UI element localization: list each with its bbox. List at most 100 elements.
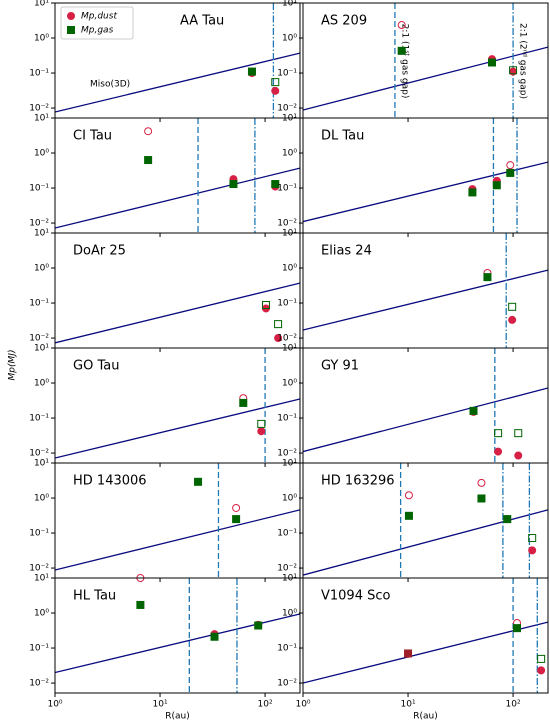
- square-marker: [404, 649, 413, 658]
- x-tick-label: 10¹: [153, 700, 168, 710]
- circle-marker: [257, 427, 266, 436]
- y-tick-label: 10¹: [34, 344, 49, 354]
- x-tick-label: 10⁰: [295, 700, 310, 710]
- square-marker: [67, 26, 75, 34]
- y-tick-label: 10¹: [34, 114, 49, 124]
- iso-line: [303, 509, 548, 576]
- square-marker: [513, 624, 522, 633]
- y-tick-label: 10⁰: [34, 34, 49, 44]
- x-tick-label: 10²: [258, 700, 273, 710]
- y-tick-label: 10⁻²: [29, 679, 49, 689]
- y-tick-label: 10¹: [34, 229, 49, 239]
- x-axis-label: R(au): [413, 712, 438, 722]
- plot-area: [303, 348, 548, 463]
- y-tick-label: 10⁻¹: [29, 414, 49, 424]
- panel-title: CI Tau: [73, 129, 112, 144]
- x-tick-label: 10⁰: [47, 700, 62, 710]
- panel-title: DL Tau: [321, 129, 364, 144]
- y-tick-label: 10⁻¹: [29, 299, 49, 309]
- plot-area: [55, 463, 300, 578]
- square-marker: [469, 406, 478, 415]
- y-tick-label: 10⁻²: [29, 219, 49, 229]
- y-tick-label: 10¹: [282, 114, 297, 124]
- square-marker: [494, 429, 503, 438]
- square-marker: [136, 600, 145, 609]
- y-tick-label: 10⁻¹: [277, 644, 297, 654]
- plot-area: [55, 118, 300, 233]
- y-tick-label: 10⁰: [34, 494, 49, 504]
- square-marker: [232, 515, 241, 524]
- panel-frame: [54, 577, 301, 694]
- square-marker: [261, 300, 270, 309]
- square-marker: [274, 320, 283, 329]
- y-tick-label: 10¹: [282, 229, 297, 239]
- square-marker: [210, 632, 219, 641]
- y-tick-label: 10⁻¹: [277, 299, 297, 309]
- y-tick-label: 10⁰: [282, 34, 297, 44]
- square-marker: [247, 67, 256, 76]
- square-marker: [468, 188, 477, 197]
- legend-box: [60, 6, 134, 40]
- y-tick-label: 10⁰: [34, 264, 49, 274]
- y-tick-label: 10¹: [34, 459, 49, 469]
- panel-title: HD 163296: [321, 474, 395, 489]
- y-tick-label: 10⁻²: [277, 564, 297, 574]
- x-axis-label: R(au): [165, 712, 190, 722]
- square-marker: [537, 654, 546, 663]
- y-tick-label: 10⁻²: [277, 679, 297, 689]
- square-marker: [229, 180, 238, 189]
- legend-label: Mp,gas: [81, 26, 114, 36]
- circle-marker: [537, 666, 546, 675]
- square-marker: [509, 66, 518, 75]
- y-tick-label: 10⁻²: [29, 564, 49, 574]
- y-tick-label: 10⁻²: [277, 449, 297, 459]
- circle-marker: [404, 491, 413, 500]
- plot-area: [303, 578, 548, 693]
- gap-label: 2:1 (2ⁿᵈ gas gap): [518, 23, 528, 99]
- y-tick-label: 10¹: [34, 0, 49, 9]
- x-tick-label: 10²: [506, 700, 521, 710]
- iso-line: [303, 46, 548, 111]
- square-marker: [271, 180, 280, 189]
- y-tick-label: 10⁰: [34, 609, 49, 619]
- iso-line: [55, 167, 300, 229]
- y-tick-label: 10¹: [282, 574, 297, 584]
- y-tick-label: 10⁻²: [29, 449, 49, 459]
- square-marker: [254, 621, 263, 630]
- square-marker: [194, 477, 203, 486]
- y-axis-label: Mp(MJ): [8, 350, 18, 381]
- iso-label: Miso(3D): [90, 80, 130, 90]
- iso-line: [55, 509, 300, 571]
- panel-title: Elias 24: [321, 244, 372, 259]
- gap-label: 2:1 (1ˢᵗ gas gap): [399, 24, 409, 99]
- panel-title: HD 143006: [73, 474, 147, 489]
- circle-marker: [514, 451, 523, 460]
- iso-line: [303, 387, 548, 453]
- y-tick-label: 10⁻²: [277, 104, 297, 114]
- y-tick-label: 10⁰: [282, 609, 297, 619]
- panel-title: HL Tau: [73, 589, 116, 604]
- y-tick-label: 10⁻¹: [277, 184, 297, 194]
- square-marker: [239, 398, 248, 407]
- y-tick-label: 10⁰: [282, 379, 297, 389]
- y-tick-label: 10⁻¹: [29, 529, 49, 539]
- panel-frame: [302, 577, 549, 694]
- plot-area: [55, 348, 300, 463]
- square-marker: [508, 302, 517, 311]
- y-tick-label: 10¹: [282, 0, 297, 9]
- y-tick-label: 10⁻²: [29, 104, 49, 114]
- square-marker: [397, 46, 406, 55]
- circle-marker: [271, 86, 280, 95]
- panel-title: V1094 Sco: [321, 589, 391, 604]
- panel-title: GO Tau: [73, 359, 119, 374]
- square-marker: [257, 419, 266, 428]
- y-tick-label: 10⁰: [34, 149, 49, 159]
- iso-line: [55, 282, 300, 344]
- plot-area: [55, 3, 300, 118]
- circle-marker: [494, 447, 503, 456]
- square-marker: [144, 156, 153, 165]
- y-tick-label: 10⁰: [34, 379, 49, 389]
- square-marker: [488, 58, 497, 67]
- square-marker: [514, 429, 523, 438]
- square-marker: [271, 78, 280, 87]
